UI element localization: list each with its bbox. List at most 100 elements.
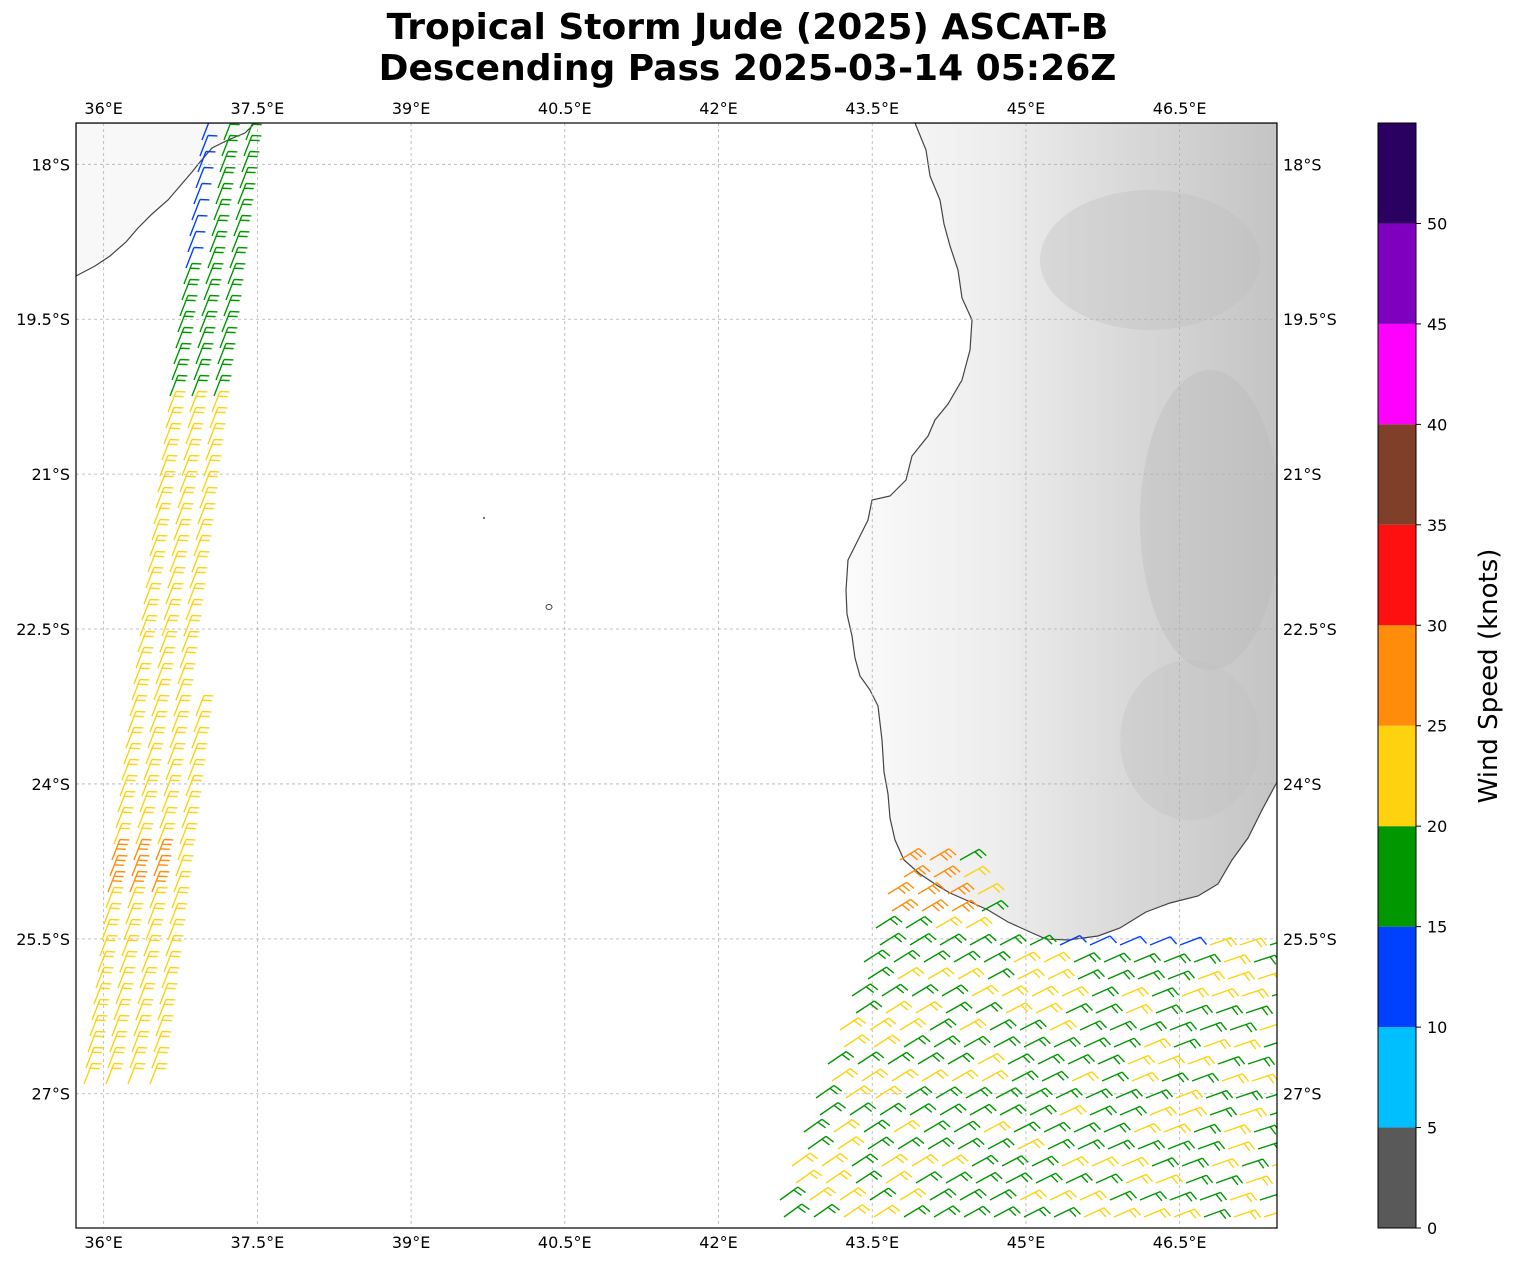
- wind-barb: [197, 502, 216, 525]
- wind-barb: [205, 438, 224, 461]
- wind-barb: [159, 630, 178, 653]
- wind-barb: [1179, 1106, 1208, 1117]
- wind-barb: [1005, 1172, 1033, 1184]
- lon-labels-top: 36°E 37.5°E 39°E 40.5°E 42°E 43.5°E 45°E 46.5°E: [84, 99, 1206, 118]
- lat-label: 24°S: [31, 775, 70, 794]
- wind-barb: [181, 454, 200, 477]
- wind-barb: [1197, 1140, 1226, 1152]
- wind-barb: [1079, 1190, 1107, 1201]
- title-line-2: Descending Pass 2025-03-14 05:26Z: [378, 48, 1117, 89]
- wind-barb: [1035, 1172, 1063, 1184]
- wind-barb: [115, 806, 134, 829]
- wind-barb: [215, 182, 234, 205]
- wind-barb: [1263, 1042, 1277, 1048]
- wind-barb: [1071, 1071, 1099, 1082]
- wind-barb: [141, 774, 160, 797]
- wind-barb: [153, 854, 172, 877]
- wind-barb: [185, 422, 204, 445]
- wind-barb: [1113, 1037, 1142, 1048]
- wind-barb: [929, 1018, 957, 1031]
- wind-barb: [123, 742, 142, 765]
- wind-barb: [783, 1203, 810, 1218]
- wind-barb: [127, 710, 146, 733]
- wind-barb: [1119, 1105, 1148, 1116]
- wind-barb: [1185, 1174, 1214, 1185]
- wind-barb: [151, 870, 170, 893]
- wind-barb: [1091, 986, 1120, 997]
- lat-labels-left: 18°S 19.5°S 21°S 22.5°S 24°S 25.5°S 27°S: [16, 155, 70, 1103]
- wind-barb: [999, 1104, 1027, 1116]
- colorbar-tick-label: 45: [1427, 315, 1447, 334]
- wind-barb: [1151, 1157, 1180, 1168]
- wind-barb: [1025, 1087, 1053, 1099]
- lat-label: 25.5°S: [16, 930, 70, 949]
- wind-barb: [123, 918, 142, 941]
- wind-barb: [117, 790, 136, 813]
- wind-barb: [1023, 1036, 1051, 1048]
- wind-barb: [237, 182, 256, 205]
- wind-barb: [1109, 1190, 1138, 1201]
- wind-barb: [137, 806, 156, 829]
- wind-barb: [111, 838, 130, 861]
- wind-barb: [863, 949, 891, 963]
- wind-barb: [971, 984, 999, 997]
- wind-barb: [1109, 1020, 1138, 1031]
- wind-barb: [197, 326, 216, 349]
- wind-barb: [855, 1000, 883, 1014]
- wind-barb: [1107, 1139, 1136, 1150]
- wind-barb: [1167, 970, 1196, 981]
- wind-barb: [1253, 1124, 1277, 1135]
- wind-barb: [1203, 1208, 1232, 1220]
- wind-barb: [89, 1014, 108, 1037]
- wind-barb: [163, 422, 182, 445]
- wind-barb: [1043, 951, 1071, 963]
- wind-barb: [1209, 936, 1238, 948]
- wind-barb: [905, 915, 933, 929]
- wind-barb: [189, 214, 208, 237]
- lon-label: 46.5°E: [1153, 99, 1207, 118]
- wind-barb: [203, 278, 222, 301]
- wind-barb: [203, 454, 222, 477]
- lon-label: 42°E: [699, 1233, 737, 1252]
- wind-barb: [1133, 1122, 1162, 1134]
- wind-barb: [1095, 1173, 1124, 1184]
- wind-barb: [175, 678, 194, 701]
- wind-barb: [1083, 1207, 1111, 1218]
- wind-barb: [1041, 1070, 1069, 1082]
- wind-barb: [161, 790, 180, 813]
- wind-barb: [1079, 1020, 1107, 1031]
- wind-barb: [881, 1153, 909, 1167]
- wind-barb: [151, 1046, 170, 1069]
- wind-barb: [1103, 952, 1132, 963]
- wind-barb: [1133, 952, 1162, 964]
- wind-barb: [921, 1069, 949, 1082]
- wind-barb: [893, 1119, 921, 1133]
- wind-barb: [149, 886, 168, 909]
- wind-barb: [153, 502, 172, 525]
- wind-barb: [1169, 1021, 1198, 1032]
- wind-barb: [981, 899, 1009, 912]
- wind-barb: [173, 694, 192, 717]
- wind-barb: [849, 1102, 877, 1116]
- wind-barb: [1107, 969, 1136, 980]
- wind-barb: [1127, 1054, 1156, 1066]
- lat-label: 19.5°S: [1283, 310, 1337, 329]
- wind-barb: [207, 422, 226, 445]
- wind-barb: [231, 230, 250, 253]
- wind-barb: [187, 758, 206, 781]
- wind-barb: [167, 390, 186, 413]
- wind-barb: [873, 1034, 901, 1048]
- wind-barb: [1091, 1156, 1120, 1167]
- wind-barb: [227, 262, 246, 285]
- wind-barb: [1053, 1206, 1081, 1218]
- wind-barb: [87, 1030, 106, 1053]
- wind-barb: [873, 1204, 901, 1218]
- wind-barb: [175, 326, 194, 349]
- wind-barb: [91, 998, 110, 1021]
- wind-barb: [923, 950, 951, 963]
- wind-barb: [191, 550, 210, 573]
- colorbar-segment: [1378, 424, 1416, 525]
- wind-barb: [809, 1186, 837, 1201]
- wind-barb: [155, 838, 174, 861]
- wind-barb: [855, 1170, 883, 1184]
